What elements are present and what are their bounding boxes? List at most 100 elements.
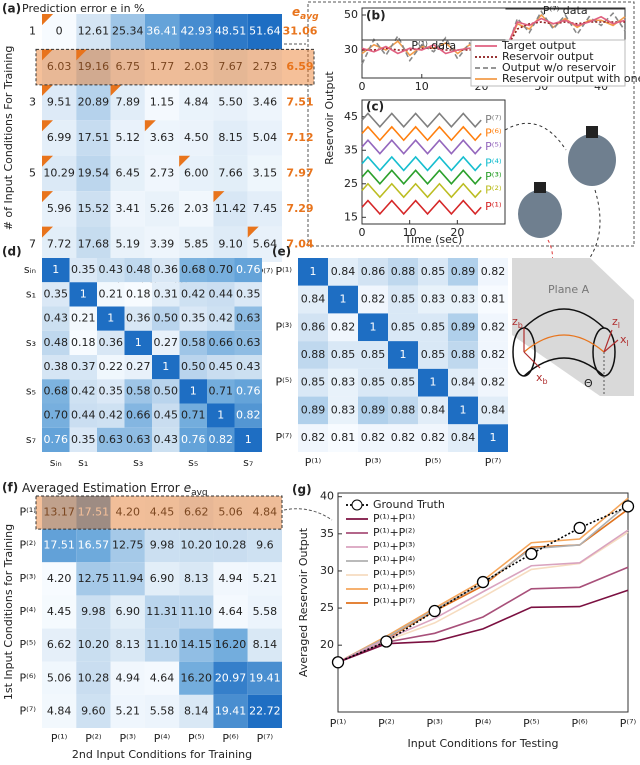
cell-label: 0.82: [361, 431, 386, 444]
cell-label: 9.98: [81, 605, 106, 618]
training-marker: [42, 84, 53, 96]
heatmap-cell: [124, 282, 152, 307]
cell-label: 0.66: [209, 336, 234, 349]
heatmap-cell: [298, 313, 328, 342]
heatmap-cell: [42, 84, 77, 121]
heatmap-cell: [144, 14, 180, 50]
x-tick-label: 10: [403, 226, 417, 239]
cell-label: 16.20: [181, 671, 213, 684]
heatmap-cell: [247, 49, 282, 85]
axis-subscript: b: [543, 377, 548, 386]
heatmap-cell: [97, 282, 125, 307]
cell-label: 5.21: [253, 572, 278, 585]
cell-label: 9.98: [150, 539, 175, 552]
cell-label: 4.45: [47, 605, 72, 618]
cell-label: 8.13: [115, 638, 140, 651]
cell-label: 9.60: [81, 704, 106, 717]
heatmap-cell: [42, 355, 70, 380]
y-axis-label: Averaged Reservoir Output: [297, 527, 310, 677]
cell-label: 19.54: [78, 166, 110, 179]
heatmap-cell: [247, 496, 282, 530]
cell-label: 0.83: [451, 293, 476, 306]
cell-label: 8.14: [184, 704, 209, 717]
series-end-label: P⁽⁶⁾: [485, 127, 502, 140]
cell-label: 1: [135, 336, 142, 349]
cell-label: 0.81: [481, 293, 506, 306]
row-label: 1: [29, 25, 36, 38]
heatmap-cell: [448, 258, 478, 286]
cell-label: 7.45: [253, 202, 278, 215]
heatmap-cell: [358, 396, 388, 425]
heatmap-cell: [110, 562, 145, 596]
heatmap-cell: [247, 14, 282, 50]
cell-label: 0.50: [181, 360, 206, 373]
heatmap-cell: [144, 226, 180, 262]
heatmap-cell: [76, 226, 111, 262]
heatmap-cell: [110, 496, 145, 530]
panel-label: (d): [2, 245, 22, 259]
cell-label: 0.21: [99, 287, 124, 300]
cell-label: 0.85: [301, 376, 326, 389]
heatmap-cell: [144, 529, 180, 563]
heatmap-cell: [358, 424, 388, 452]
heatmap-cell: [97, 427, 125, 452]
legend-label: P⁽¹⁾+P⁽⁴⁾: [373, 554, 415, 567]
heatmap-cell: [388, 396, 418, 425]
cell-label: 20.89: [78, 96, 110, 109]
heatmap-cell: [42, 661, 77, 695]
cell-label: 0.45: [209, 360, 234, 373]
cell-label: 5.50: [218, 96, 243, 109]
heatmap-cell: [418, 258, 448, 286]
cell-label: 0.35: [71, 433, 96, 446]
cell-label: 4.84: [253, 506, 278, 519]
cell-label: 1: [162, 360, 169, 373]
cell-label: 1: [80, 287, 87, 300]
cell-label: 6.99: [47, 131, 72, 144]
cell-label: 4.50: [184, 131, 209, 144]
cell-label: 3.46: [253, 96, 278, 109]
heatmap-cell: [213, 496, 248, 530]
heatmap-cell: [478, 258, 508, 286]
heatmap-cell: [124, 403, 152, 428]
axis-label: xb: [536, 371, 548, 386]
series-line: [361, 155, 482, 172]
cell-label: 5.21: [115, 704, 140, 717]
cell-label: 0.82: [391, 431, 416, 444]
cell-label: 0.18: [126, 287, 151, 300]
cell-label: 0.89: [361, 403, 386, 416]
column-label: P⁽³⁾: [365, 456, 382, 469]
heatmap-cell: [179, 496, 214, 530]
segment-body: [523, 308, 605, 377]
cell-label: 6.45: [115, 166, 140, 179]
cell-label: 25.34: [112, 25, 144, 38]
heatmap-cell: [152, 330, 180, 355]
heatmap-cell: [478, 341, 508, 369]
heatmap-cell: [234, 330, 262, 355]
cell-label: 1: [107, 312, 114, 325]
cell-label: 0.76: [181, 433, 206, 446]
row-label: P⁽⁷⁾: [20, 704, 37, 717]
heatmap-cell: [110, 155, 145, 192]
axis-subscript: l: [618, 321, 620, 330]
legend-label: Reservoir output with one sensor: [502, 72, 640, 85]
training-marker: [42, 191, 53, 203]
frame-axis: [523, 328, 619, 369]
series-line: [361, 169, 482, 185]
cell-label: 0.68: [44, 384, 69, 397]
data-point: [380, 635, 393, 648]
column-label: P⁽¹⁾: [51, 732, 68, 745]
cell-label: 36.41: [146, 25, 178, 38]
x-tick-label: 20: [450, 226, 464, 239]
heatmap-cell: [144, 84, 180, 121]
panel-label: (b): [366, 9, 386, 23]
robot-cap: [586, 126, 598, 138]
axis-subscript: l: [627, 339, 629, 348]
cell-label: 0.89: [451, 320, 476, 333]
heatmap-cell: [358, 313, 388, 342]
cell-label: 0.27: [154, 336, 179, 349]
heatmap-cell: [110, 191, 145, 227]
cell-label: 0.21: [71, 312, 96, 325]
heatmap-cell: [179, 84, 214, 121]
highlight-row: [35, 48, 315, 86]
cell-label: 0.68: [181, 263, 206, 276]
